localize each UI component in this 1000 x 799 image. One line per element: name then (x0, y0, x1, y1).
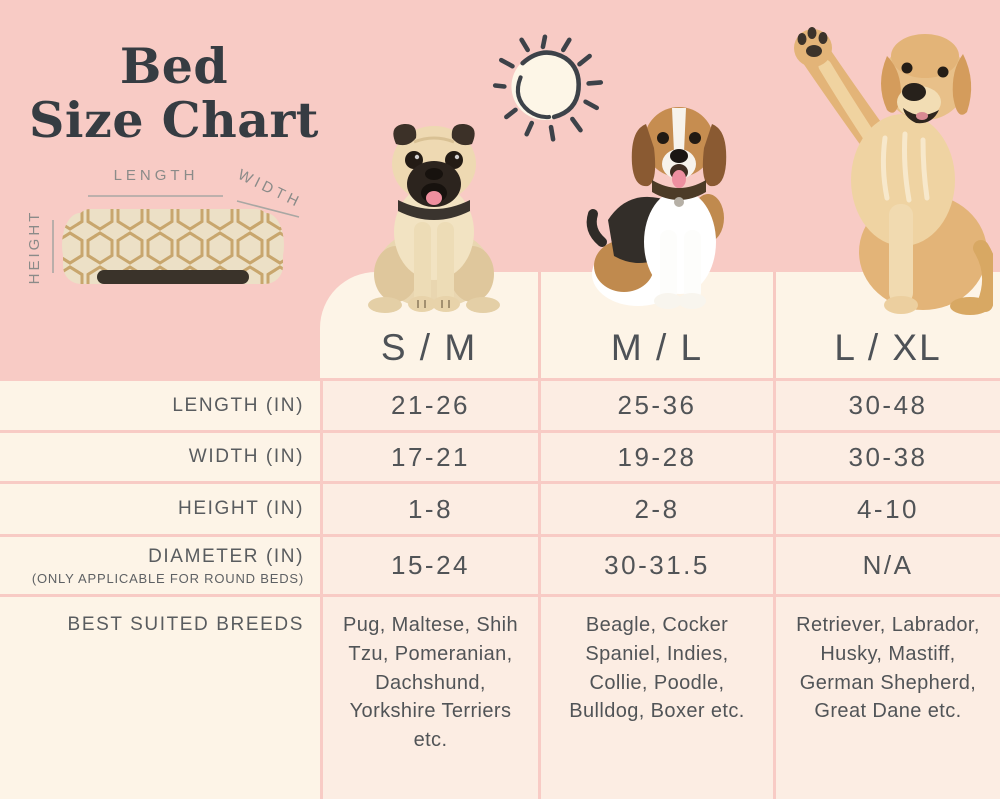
table-row-diameter: DIAMETER (IN) (ONLY APPLICABLE FOR ROUND… (0, 537, 1000, 594)
cell-height-sm: 1-8 (323, 484, 538, 534)
height-label: HEIGHT (26, 210, 43, 285)
length-label: LENGTH (114, 167, 199, 184)
cell-length-lxl: 30-48 (776, 381, 1000, 430)
row-label-diameter: DIAMETER (IN) (ONLY APPLICABLE FOR ROUND… (0, 537, 320, 594)
row-label-length: LENGTH (IN) (0, 381, 320, 430)
sun-icon (492, 34, 604, 142)
page-title-line2: Size Chart (29, 90, 319, 149)
table-row-length: LENGTH (IN) 21-26 25-36 30-48 (0, 381, 1000, 430)
beagle-ear-left (631, 124, 656, 187)
beagle-illustration (586, 107, 727, 309)
cell-diameter-lxl: N/A (776, 537, 1000, 594)
row-sublabel-diameter: (ONLY APPLICABLE FOR ROUND BEDS) (31, 570, 304, 586)
cell-breeds-lxl: Retriever, Labrador, Husky, Mastiff, Ger… (776, 597, 1000, 799)
beagle-ear-right (702, 124, 727, 187)
cell-height-lxl: 4-10 (776, 484, 1000, 534)
row-label-width: WIDTH (IN) (0, 433, 320, 481)
page-title: Bed Size Chart (28, 37, 320, 149)
column-header-ml: M / L (610, 327, 704, 368)
retriever-fur-strokes (880, 131, 930, 203)
measurement-lines (52, 195, 300, 273)
pug-collar (398, 200, 470, 220)
row-label-breeds: BEST SUITED BREEDS (0, 597, 320, 799)
pug-illustration (368, 123, 500, 313)
bed-hex-pattern (62, 209, 284, 284)
table-row-width: WIDTH (IN) 17-21 19-28 30-38 (0, 433, 1000, 481)
size-table: LENGTH (IN) 21-26 25-36 30-48 WIDTH (IN)… (0, 381, 1000, 799)
beagle-collar (652, 180, 706, 200)
column-divider (538, 272, 541, 378)
width-label: WIDTH (235, 166, 305, 212)
pug-ear-right (451, 123, 475, 146)
cell-length-ml: 25-36 (541, 381, 773, 430)
beagle-tongue (672, 170, 686, 188)
bed-cushion-shadow (97, 270, 249, 284)
cell-width-ml: 19-28 (541, 433, 773, 481)
cell-width-sm: 17-21 (323, 433, 538, 481)
table-row-breeds: BEST SUITED BREEDS Pug, Maltese, Shih Tz… (0, 597, 1000, 799)
pug-tongue (426, 191, 442, 205)
cell-diameter-sm: 15-24 (323, 537, 538, 594)
retriever-tongue (916, 112, 928, 120)
cell-width-lxl: 30-38 (776, 433, 1000, 481)
golden-retriever-illustration (794, 27, 993, 315)
pug-ear-left (393, 123, 417, 146)
dog-bed-illustration: LENGTH WIDTH HEIGHT (26, 166, 305, 285)
page-title-line1: Bed (119, 37, 229, 95)
beagle-collar-tag (674, 197, 684, 207)
retriever-ear-left (881, 56, 901, 113)
retriever-ear-right (952, 54, 972, 115)
cell-breeds-ml: Beagle, Cocker Spaniel, Indies, Collie, … (541, 597, 773, 799)
column-divider (773, 272, 776, 378)
cell-length-sm: 21-26 (323, 381, 538, 430)
cell-breeds-sm: Pug, Maltese, Shih Tzu, Pomeranian, Dach… (323, 597, 538, 799)
cell-height-ml: 2-8 (541, 484, 773, 534)
row-label-height: HEIGHT (IN) (0, 484, 320, 534)
table-row-height: HEIGHT (IN) 1-8 2-8 4-10 (0, 484, 1000, 534)
sun-rays (492, 34, 604, 142)
column-header-sm: S / M (380, 327, 478, 368)
cell-diameter-ml: 30-31.5 (541, 537, 773, 594)
column-header-lxl: L / XL (834, 327, 942, 368)
